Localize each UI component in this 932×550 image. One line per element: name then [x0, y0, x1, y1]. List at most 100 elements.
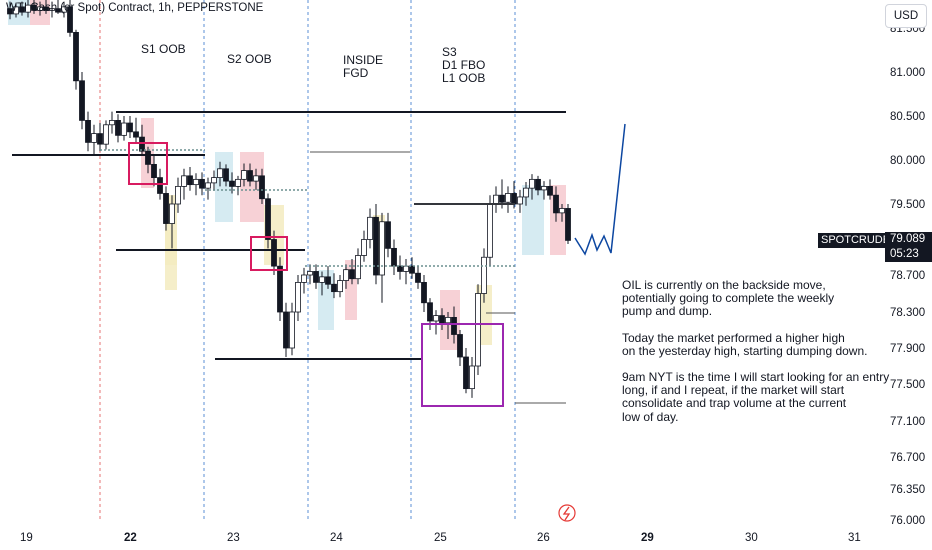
- y-tick-label: 80.000: [890, 155, 925, 167]
- candle: [241, 170, 247, 180]
- symbol-label: SPOTCRUDE: [818, 233, 894, 248]
- candle: [409, 265, 415, 274]
- projection-path: [574, 123, 626, 256]
- candle: [139, 136, 145, 152]
- candle: [367, 216, 373, 240]
- candle: [37, 6, 43, 11]
- candle: [313, 271, 319, 283]
- candle: [379, 221, 385, 276]
- candle: [319, 276, 325, 283]
- candle: [73, 32, 79, 82]
- x-tick-label: 19: [20, 532, 33, 544]
- session-annotation: S2 OOB: [227, 52, 272, 66]
- candle: [349, 269, 355, 280]
- y-tick-label: 81.000: [890, 67, 925, 79]
- candle: [247, 170, 253, 182]
- candle: [481, 256, 487, 294]
- note-paragraph-1: OIL is currently on the backside move, p…: [622, 278, 835, 319]
- candle: [67, 6, 73, 33]
- candle: [325, 276, 331, 285]
- candle: [553, 194, 559, 214]
- candle: [469, 365, 475, 390]
- candle: [331, 283, 337, 293]
- x-tick-label: 26: [537, 532, 550, 544]
- candle: [397, 265, 403, 272]
- candle: [529, 178, 535, 189]
- candle: [523, 187, 529, 198]
- candle: [487, 203, 493, 258]
- candle: [289, 311, 295, 349]
- currency-button[interactable]: USD: [885, 4, 927, 28]
- candle: [355, 255, 361, 280]
- candle: [265, 198, 271, 240]
- session-annotation: S1 OOB: [141, 42, 186, 56]
- y-tick-label: 78.300: [890, 307, 925, 319]
- candle: [91, 133, 97, 143]
- candle: [19, 6, 25, 13]
- candle: [547, 185, 553, 196]
- candle: [31, 4, 37, 11]
- candle: [559, 208, 565, 214]
- candle: [271, 239, 277, 267]
- candle: [391, 247, 397, 267]
- last-price-tag: 79.089 05:23: [885, 232, 932, 262]
- candle: [109, 120, 115, 126]
- candle: [25, 4, 31, 13]
- y-tick-label: 79.500: [890, 199, 925, 211]
- candle: [79, 80, 85, 121]
- candle: [511, 193, 517, 205]
- x-tick-label: 23: [227, 532, 240, 544]
- y-tick-label: 78.700: [890, 270, 925, 282]
- candle: [175, 185, 181, 205]
- candle: [115, 120, 121, 136]
- candle: [253, 175, 259, 182]
- x-tick-label: 22: [124, 532, 137, 544]
- candle: [157, 177, 163, 194]
- purple-box: [421, 323, 504, 407]
- red-box: [128, 142, 168, 185]
- candle: [421, 281, 427, 304]
- candle: [97, 133, 103, 145]
- candle: [13, 6, 19, 15]
- highlight-zone: [522, 185, 544, 255]
- candle: [301, 274, 307, 283]
- candle: [235, 178, 241, 187]
- candle: [277, 265, 283, 313]
- highlight-zone: [215, 152, 233, 222]
- candle: [403, 265, 409, 272]
- candle: [223, 168, 229, 182]
- lightning-icon: [562, 506, 571, 521]
- candle: [127, 122, 133, 133]
- last-price: 79.089: [890, 233, 926, 245]
- y-tick-label: 77.900: [890, 343, 925, 355]
- session-annotation: FGD: [343, 66, 369, 80]
- candle: [259, 175, 265, 200]
- candle: [361, 239, 367, 256]
- candle: [295, 281, 301, 313]
- candle: [163, 193, 169, 224]
- candle: [343, 269, 349, 281]
- candle: [415, 272, 421, 283]
- candle: [505, 193, 511, 203]
- candle: [151, 163, 157, 178]
- candle: [535, 178, 541, 191]
- candle: [565, 208, 571, 241]
- candle: [517, 196, 523, 205]
- candle: [463, 356, 469, 390]
- candle: [475, 293, 481, 367]
- candle: [211, 177, 217, 184]
- candle: [229, 180, 235, 187]
- candle: [451, 316, 457, 335]
- note-paragraph-2: Today the market performed a higher high…: [622, 330, 868, 358]
- candle: [199, 178, 205, 189]
- x-tick-label: 29: [641, 532, 654, 544]
- candle: [457, 334, 463, 358]
- x-tick-label: 31: [848, 532, 861, 544]
- session-annotation: L1 OOB: [442, 71, 485, 85]
- candle: [307, 271, 313, 276]
- note-paragraph-3: 9am NYT is the time I will start looking…: [622, 370, 890, 424]
- candle: [373, 216, 379, 276]
- x-tick-label: 24: [330, 532, 343, 544]
